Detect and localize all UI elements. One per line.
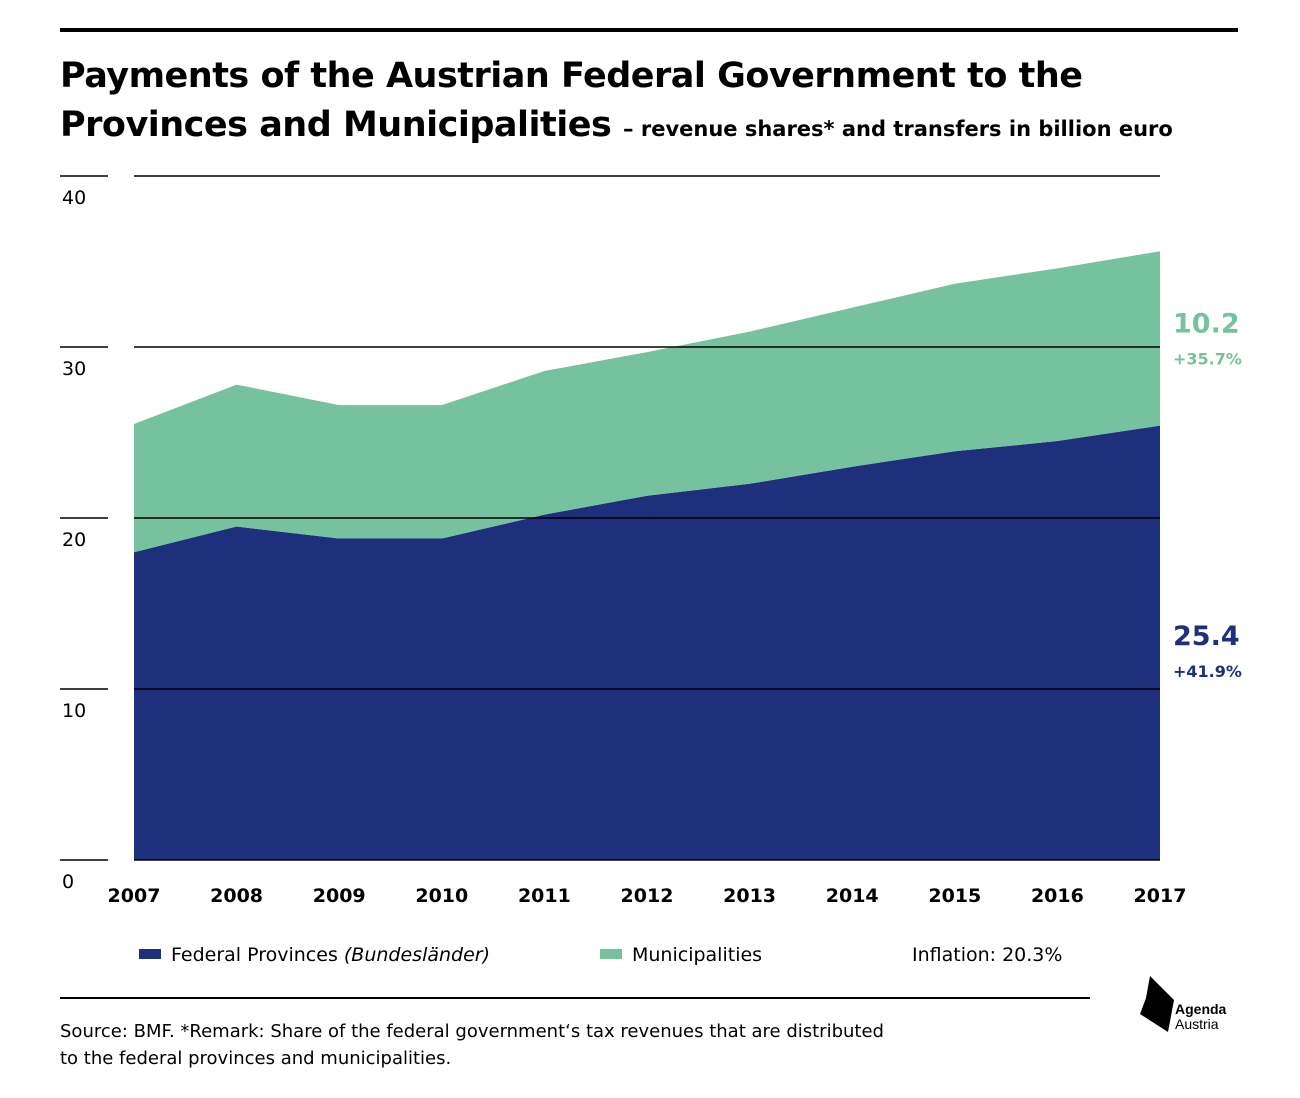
y-tick-label-40: 40 <box>62 187 86 209</box>
logo-text-line-2: Austria <box>1175 1016 1219 1032</box>
end-label-municipalities-value: 10.2 <box>1173 308 1240 339</box>
y-axis-ticks: 0 10 20 30 40 <box>60 175 108 893</box>
legend-item-provinces: Federal Provinces (Bundesländer) <box>139 944 490 966</box>
y-tick-label-30: 30 <box>62 358 86 380</box>
inflation-note: Inflation: 20.3% <box>912 944 1063 966</box>
x-tick-label-2012: 2012 <box>621 885 674 907</box>
gridlines <box>134 175 1160 861</box>
legend-label-municipalities: Municipalities <box>632 944 763 966</box>
legend-swatch-municipalities <box>600 948 622 959</box>
x-tick-label-2015: 2015 <box>928 885 981 907</box>
y-tick-label-10: 10 <box>62 700 86 722</box>
footnote-line-1: Source: BMF. *Remark: Share of the feder… <box>60 1021 884 1042</box>
x-tick-label-2010: 2010 <box>415 885 468 907</box>
agenda-austria-logo: Agenda Austria <box>1138 974 1248 1044</box>
title-subtitle: – revenue shares* and transfers in billi… <box>623 117 1173 141</box>
legend-label-provinces: Federal Provinces <box>171 944 344 966</box>
title-main: Payments of the Austrian Federal Governm… <box>60 56 1083 145</box>
end-label-provinces-value: 25.4 <box>1173 621 1240 652</box>
area-series-provinces <box>134 425 1160 860</box>
end-label-provinces-change: +41.9% <box>1173 662 1242 681</box>
x-tick-label-2013: 2013 <box>723 885 776 907</box>
bottom-rule <box>60 997 1090 999</box>
end-labels: 10.2 +35.7% 25.4 +41.9% <box>1173 308 1242 680</box>
footnote-line-2: to the federal provinces and municipalit… <box>60 1048 452 1069</box>
footnote: Source: BMF. *Remark: Share of the feder… <box>60 1018 1120 1072</box>
y-tick-label-20: 20 <box>62 529 86 551</box>
x-tick-label-2017: 2017 <box>1134 885 1187 907</box>
legend-item-municipalities: Municipalities <box>600 944 762 966</box>
top-rule <box>60 28 1238 32</box>
x-tick-label-2008: 2008 <box>210 885 263 907</box>
area-series-municipalities <box>134 251 1160 553</box>
logo-mark-icon <box>1140 976 1174 1032</box>
chart-areas <box>134 251 1160 860</box>
x-tick-label-2016: 2016 <box>1031 885 1084 907</box>
y-tick-label-0: 0 <box>62 871 74 893</box>
end-label-municipalities-change: +35.7% <box>1173 349 1242 368</box>
logo-text: Agenda Austria <box>1175 1002 1226 1032</box>
logo-text-line-1: Agenda <box>1175 1001 1227 1017</box>
legend-swatch-provinces <box>139 948 161 959</box>
x-tick-label-2011: 2011 <box>518 885 571 907</box>
x-axis-ticks: 2007 2008 2009 2010 2011 2012 2013 2014 2015 2016… <box>108 885 1187 907</box>
x-tick-label-2009: 2009 <box>313 885 366 907</box>
legend-label-provinces-italic: (Bundesländer) <box>343 944 491 966</box>
legend: Federal Provinces (Bundesländer) Municip… <box>0 944 1300 974</box>
x-tick-label-2007: 2007 <box>108 885 161 907</box>
chart-title: Payments of the Austrian Federal Governm… <box>60 52 1260 154</box>
x-tick-label-2014: 2014 <box>826 885 879 907</box>
